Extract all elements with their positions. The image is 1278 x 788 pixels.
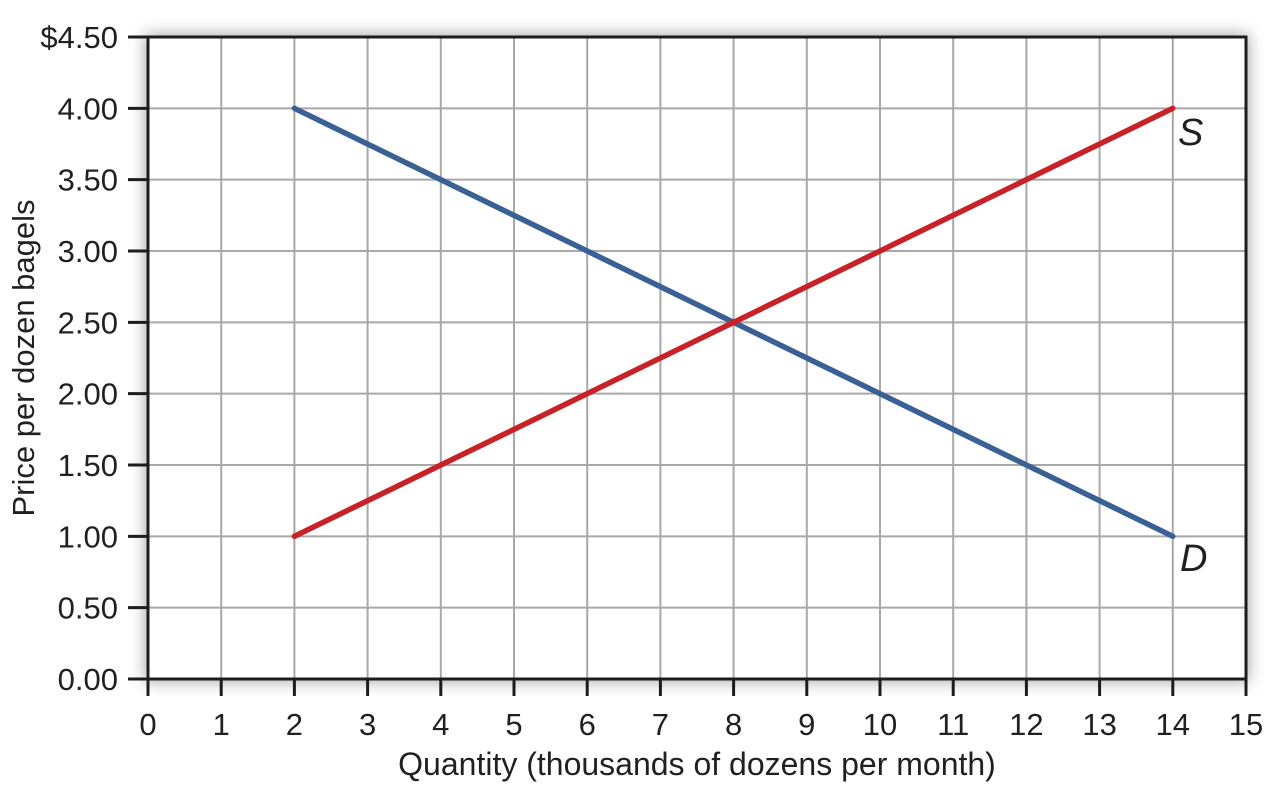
gridlines	[148, 37, 1246, 679]
svg-text:3.50: 3.50	[58, 163, 118, 198]
svg-text:2.00: 2.00	[58, 377, 118, 412]
svg-text:3.00: 3.00	[58, 234, 118, 269]
y-tick-labels: $4.50 4.00 3.50 3.00 2.50 2.00 1.50 1.00 0.50 0.0…	[40, 20, 118, 697]
svg-text:9: 9	[798, 707, 815, 742]
svg-text:4.00: 4.00	[58, 91, 118, 126]
svg-text:6: 6	[579, 707, 596, 742]
tick-marks	[128, 35, 1248, 696]
svg-text:7: 7	[652, 707, 669, 742]
svg-text:12: 12	[1009, 707, 1043, 742]
demand-curve-label: D	[1180, 538, 1208, 580]
supply-line	[291, 105, 1176, 540]
svg-text:13: 13	[1082, 707, 1116, 742]
supply-curve-label: S	[1178, 112, 1204, 154]
svg-text:11: 11	[937, 707, 969, 742]
svg-text:2.50: 2.50	[58, 305, 118, 340]
x-tick-labels: 0 1 2 3 4 5 6 7 8 9 10 11 12 13 14 15	[139, 707, 1263, 742]
svg-text:3: 3	[359, 707, 376, 742]
svg-text:1.00: 1.00	[58, 519, 118, 554]
svg-text:0.00: 0.00	[58, 662, 118, 697]
svg-text:15: 15	[1229, 707, 1263, 742]
svg-text:14: 14	[1156, 707, 1190, 742]
svg-text:5: 5	[505, 707, 522, 742]
svg-text:$4.50: $4.50	[40, 20, 118, 55]
svg-text:0.50: 0.50	[58, 591, 118, 626]
x-axis-title: Quantity (thousands of dozens per month)	[398, 746, 996, 782]
svg-text:2: 2	[286, 707, 303, 742]
svg-text:1: 1	[213, 707, 230, 742]
plot-frame	[146, 35, 1248, 681]
svg-text:10: 10	[863, 707, 897, 742]
svg-text:4: 4	[432, 707, 449, 742]
y-axis-title: Price per dozen bagels	[6, 199, 41, 517]
svg-text:8: 8	[725, 707, 742, 742]
svg-text:1.50: 1.50	[58, 448, 118, 483]
plot-area	[148, 37, 1246, 679]
svg-text:0: 0	[139, 707, 156, 742]
